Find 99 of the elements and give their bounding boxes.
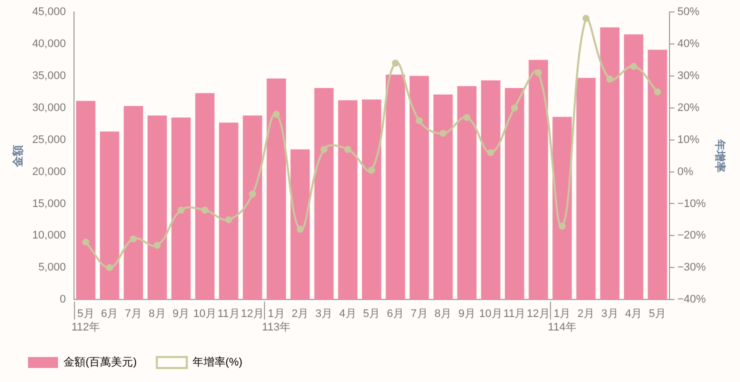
y2-tick-label: −40%: [677, 294, 706, 306]
y-tick-label: 20,000: [32, 166, 66, 178]
y-tick-label: 30,000: [32, 102, 66, 114]
point: [368, 166, 376, 174]
x-tick-label: 4月: [339, 308, 356, 320]
y-axis-title: 金額: [12, 144, 25, 168]
bar: [171, 117, 191, 300]
bar: [100, 132, 120, 300]
x-tick-label: 10月: [479, 308, 502, 320]
x-tick-label: 5月 112年: [71, 308, 100, 334]
point: [296, 226, 304, 233]
point: [392, 60, 399, 67]
point: [582, 14, 590, 22]
point: [178, 206, 185, 214]
y2-tick-label: 0%: [677, 166, 694, 178]
point: [130, 235, 137, 242]
point: [320, 146, 328, 153]
point: [606, 76, 614, 83]
x-tick-label: 4月: [625, 308, 642, 320]
bar: [481, 80, 500, 300]
y-tick-label: 0: [60, 294, 66, 306]
x-tick-label: 3月: [601, 308, 618, 320]
x-tick-label: 12月: [526, 308, 550, 320]
point: [558, 222, 566, 230]
x-tick-label: 6月: [101, 308, 118, 320]
y2-tick-label: 40%: [677, 38, 700, 50]
y-tick-label: 5,000: [38, 262, 66, 274]
bar: [410, 76, 429, 300]
bar: [648, 50, 668, 300]
point: [106, 264, 114, 272]
point: [344, 146, 352, 153]
y2-tick-label: 20%: [677, 102, 700, 114]
point: [511, 104, 518, 112]
bar: [219, 122, 238, 300]
x-tick-label: 3月: [315, 308, 333, 320]
y-tick-label: 15,000: [32, 198, 66, 210]
bar: [148, 116, 167, 300]
y2-tick-label: 50%: [677, 6, 700, 18]
x-tick-label: 5月: [363, 308, 380, 320]
x-tick-label: 2月: [292, 308, 309, 320]
point: [154, 242, 161, 249]
point: [654, 88, 661, 96]
x-tick-label: 11月: [217, 308, 240, 320]
bar: [362, 100, 382, 300]
bar: [600, 27, 620, 300]
x-tick-label: 5月: [648, 308, 666, 320]
x-tick-label: 8月: [148, 308, 166, 320]
y-tick-label: 40,000: [32, 38, 66, 50]
bar: [76, 100, 96, 300]
point: [201, 206, 208, 214]
x-tick-label: 2月: [577, 308, 595, 320]
y2-tick-label: 10%: [677, 134, 700, 146]
y2-tick-label: 30%: [677, 70, 700, 82]
bar: [195, 93, 214, 300]
y-tick-label: 25,000: [32, 134, 66, 146]
x-tick-label: 9月: [172, 308, 190, 320]
x-tick-label: 1月 113年: [262, 308, 291, 334]
x-tick-label: 8月: [434, 308, 452, 320]
x-tick-label: 12月: [240, 308, 264, 320]
bar: [386, 74, 406, 300]
bar: [528, 60, 548, 300]
bar: [242, 116, 262, 300]
x-tick-label: 1月 114年: [548, 308, 576, 334]
point: [534, 69, 542, 76]
point: [249, 190, 256, 198]
point: [463, 114, 470, 121]
point: [225, 216, 232, 224]
bar: [504, 88, 524, 300]
legend-label: 金額(百萬美元): [64, 356, 137, 369]
bar: [290, 149, 310, 300]
point: [440, 130, 447, 137]
x-tick-label: 7月: [124, 308, 142, 320]
bar: [124, 106, 144, 300]
y2-tick-label: −30%: [677, 262, 706, 274]
point: [82, 238, 90, 246]
bar: [457, 86, 477, 300]
x-tick-label: 7月: [410, 308, 428, 320]
x-tick-label: 9月: [458, 308, 476, 320]
y-tick-label: 10,000: [32, 230, 66, 242]
legend-label: 年增率(%): [192, 356, 242, 369]
bar: [624, 34, 644, 300]
x-tick-label: 10月: [193, 308, 216, 320]
y2-tick-label: −10%: [677, 198, 706, 210]
bar: [266, 78, 286, 300]
y-tick-label: 45,000: [32, 6, 66, 18]
point: [272, 110, 280, 118]
bar: [576, 78, 596, 300]
bar: [552, 116, 572, 300]
bar: [338, 100, 358, 300]
bar: [433, 94, 453, 300]
point: [416, 117, 423, 124]
point: [630, 62, 638, 70]
point: [487, 149, 494, 156]
x-tick-label: 11月: [503, 308, 526, 320]
bar: [314, 88, 334, 300]
y-tick-label: 35,000: [32, 70, 66, 82]
x-tick-label: 6月: [386, 308, 404, 320]
y2-tick-label: −20%: [677, 230, 706, 242]
y2-axis-title: 年增率: [713, 138, 726, 172]
